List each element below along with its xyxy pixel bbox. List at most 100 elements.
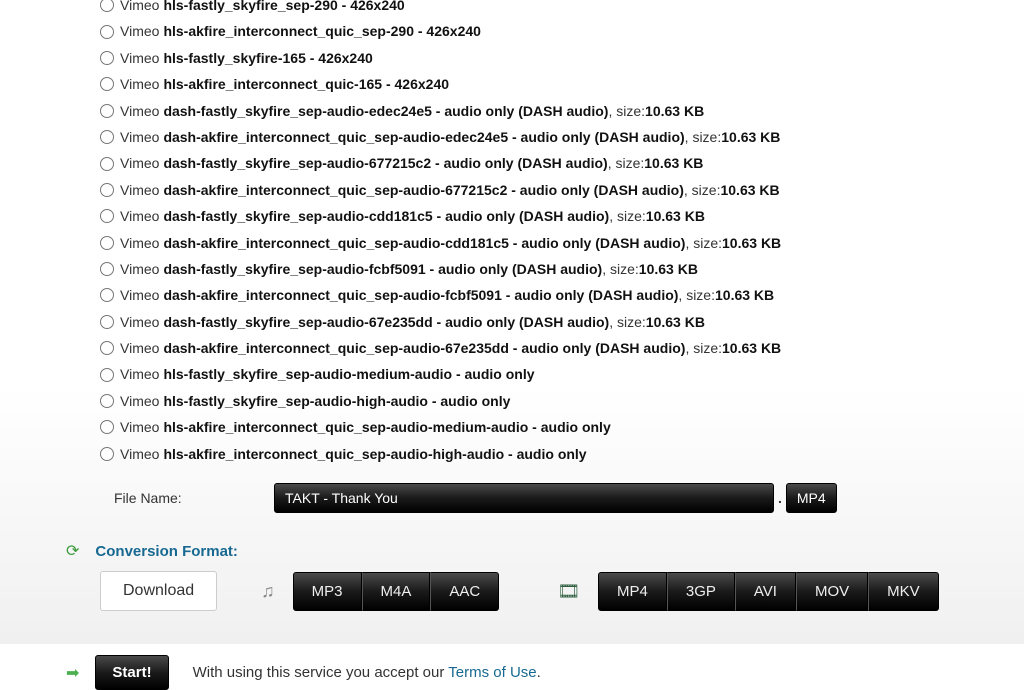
format-row[interactable]: Vimeo hls-akfire_interconnect_quic_sep-a… (100, 441, 984, 467)
format-row[interactable]: Vimeo dash-akfire_interconnect_quic_sep-… (100, 124, 984, 150)
format-id: dash-akfire_interconnect_quic_sep-audio-… (163, 337, 685, 359)
format-source: Vimeo (120, 443, 159, 465)
format-radio[interactable] (100, 51, 114, 65)
format-radio[interactable] (100, 341, 114, 355)
format-row[interactable]: Vimeo dash-akfire_interconnect_quic_sep-… (100, 335, 984, 361)
format-row[interactable]: Vimeo hls-fastly_skyfire_sep-audio-high-… (100, 388, 984, 414)
format-row[interactable]: Vimeo dash-akfire_interconnect_quic_sep-… (100, 282, 984, 308)
format-radio[interactable] (100, 394, 114, 408)
format-row[interactable]: Vimeo dash-akfire_interconnect_quic_sep-… (100, 230, 984, 256)
format-radio[interactable] (100, 25, 114, 39)
format-source: Vimeo (120, 258, 159, 280)
format-id: hls-akfire_interconnect_quic_sep-audio-h… (163, 443, 586, 465)
filename-input[interactable] (274, 483, 774, 513)
format-source: Vimeo (120, 126, 159, 148)
format-id: dash-akfire_interconnect_quic_sep-audio-… (163, 126, 684, 148)
format-radio[interactable] (100, 420, 114, 434)
size-label: , size: (608, 152, 645, 174)
format-source: Vimeo (120, 284, 159, 306)
size-label: , size: (685, 337, 722, 359)
accept-suffix: . (537, 664, 541, 681)
start-row: ➡ Start! With using this service you acc… (100, 655, 984, 690)
video-format-mkv-button[interactable]: MKV (868, 572, 939, 611)
format-row[interactable]: Vimeo dash-fastly_skyfire_sep-audio-cdd1… (100, 203, 984, 229)
format-source: Vimeo (120, 100, 159, 122)
format-radio[interactable] (100, 157, 114, 171)
format-row[interactable]: Vimeo hls-fastly_skyfire-165 - 426x240 (100, 45, 984, 71)
format-source: Vimeo (120, 337, 159, 359)
format-radio[interactable] (100, 447, 114, 461)
format-radio[interactable] (100, 183, 114, 197)
format-id: hls-akfire_interconnect_quic-165 - 426x2… (163, 73, 449, 95)
size-label: , size: (602, 258, 639, 280)
format-id: hls-fastly_skyfire_sep-audio-high-audio … (163, 390, 510, 412)
conversion-label: Conversion Format: (95, 543, 238, 560)
audio-format-group: MP3M4AAAC (293, 572, 500, 611)
format-id: hls-akfire_interconnect_quic_sep-290 - 4… (163, 20, 481, 42)
format-row[interactable]: Vimeo dash-fastly_skyfire_sep-audio-fcbf… (100, 256, 984, 282)
filename-row: File Name: . MP4 (114, 483, 984, 513)
refresh-icon: ⟳ (66, 541, 79, 561)
size-value: 10.63 KB (645, 100, 704, 122)
format-buttons-row: Download ♫ MP3M4AAAC 🎞 MP43GPAVIMOVMKV (100, 571, 984, 611)
size-label: , size: (609, 205, 646, 227)
audio-format-aac-button[interactable]: AAC (430, 572, 499, 611)
format-row[interactable]: Vimeo dash-fastly_skyfire_sep-audio-edec… (100, 98, 984, 124)
download-button[interactable]: Download (100, 571, 217, 611)
format-radio[interactable] (100, 315, 114, 329)
format-radio[interactable] (100, 236, 114, 250)
format-id: dash-fastly_skyfire_sep-audio-edec24e5 -… (163, 100, 608, 122)
format-source: Vimeo (120, 311, 159, 333)
filename-label: File Name: (114, 490, 274, 506)
format-id: dash-fastly_skyfire_sep-audio-cdd181c5 -… (163, 205, 609, 227)
accept-text: With using this service you accept our T… (193, 664, 541, 681)
video-format-3gp-button[interactable]: 3GP (667, 572, 735, 611)
format-radio[interactable] (100, 104, 114, 118)
format-row[interactable]: Vimeo hls-fastly_skyfire_sep-290 - 426x2… (100, 0, 984, 18)
format-source: Vimeo (120, 179, 159, 201)
format-id: dash-akfire_interconnect_quic_sep-audio-… (163, 284, 678, 306)
format-row[interactable]: Vimeo hls-akfire_interconnect_quic_sep-2… (100, 18, 984, 44)
format-row[interactable]: Vimeo dash-fastly_skyfire_sep-audio-67e2… (100, 309, 984, 335)
video-format-avi-button[interactable]: AVI (735, 572, 796, 611)
format-source: Vimeo (120, 205, 159, 227)
format-row[interactable]: Vimeo hls-fastly_skyfire_sep-audio-mediu… (100, 361, 984, 387)
video-format-mp4-button[interactable]: MP4 (598, 572, 667, 611)
terms-of-use-link[interactable]: Terms of Use (448, 664, 536, 681)
format-radio[interactable] (100, 288, 114, 302)
video-format-mov-button[interactable]: MOV (796, 572, 868, 611)
format-source: Vimeo (120, 152, 159, 174)
arrow-right-icon: ➡ (66, 663, 79, 683)
format-source: Vimeo (120, 20, 159, 42)
format-source: Vimeo (120, 47, 159, 69)
format-radio[interactable] (100, 368, 114, 382)
format-radio[interactable] (100, 77, 114, 91)
size-label: , size: (608, 100, 645, 122)
audio-format-mp3-button[interactable]: MP3 (293, 572, 362, 611)
format-source: Vimeo (120, 73, 159, 95)
format-row[interactable]: Vimeo dash-fastly_skyfire_sep-audio-6772… (100, 150, 984, 176)
size-label: , size: (685, 126, 722, 148)
size-label: , size: (609, 311, 646, 333)
size-value: 10.63 KB (722, 232, 781, 254)
format-radio[interactable] (100, 130, 114, 144)
format-source: Vimeo (120, 363, 159, 385)
format-source: Vimeo (120, 416, 159, 438)
audio-format-m4a-button[interactable]: M4A (362, 572, 431, 611)
size-value: 10.63 KB (721, 126, 780, 148)
format-radio[interactable] (100, 0, 114, 12)
format-row[interactable]: Vimeo dash-akfire_interconnect_quic_sep-… (100, 177, 984, 203)
format-id: hls-akfire_interconnect_quic_sep-audio-m… (163, 416, 610, 438)
film-icon: 🎞 (557, 581, 580, 602)
format-list: Vimeo hls-fastly_skyfire_sep-290 - 426x2… (100, 0, 984, 467)
music-note-icon: ♫ (261, 581, 275, 602)
format-row[interactable]: Vimeo hls-akfire_interconnect_quic_sep-a… (100, 414, 984, 440)
video-format-group: MP43GPAVIMOVMKV (598, 572, 939, 611)
format-radio[interactable] (100, 209, 114, 223)
start-button[interactable]: Start! (95, 655, 168, 690)
format-row[interactable]: Vimeo hls-akfire_interconnect_quic-165 -… (100, 71, 984, 97)
format-id: dash-fastly_skyfire_sep-audio-677215c2 -… (163, 152, 607, 174)
format-radio[interactable] (100, 262, 114, 276)
conversion-row: ⟳ Conversion Format: (100, 541, 984, 561)
size-label: , size: (684, 179, 721, 201)
